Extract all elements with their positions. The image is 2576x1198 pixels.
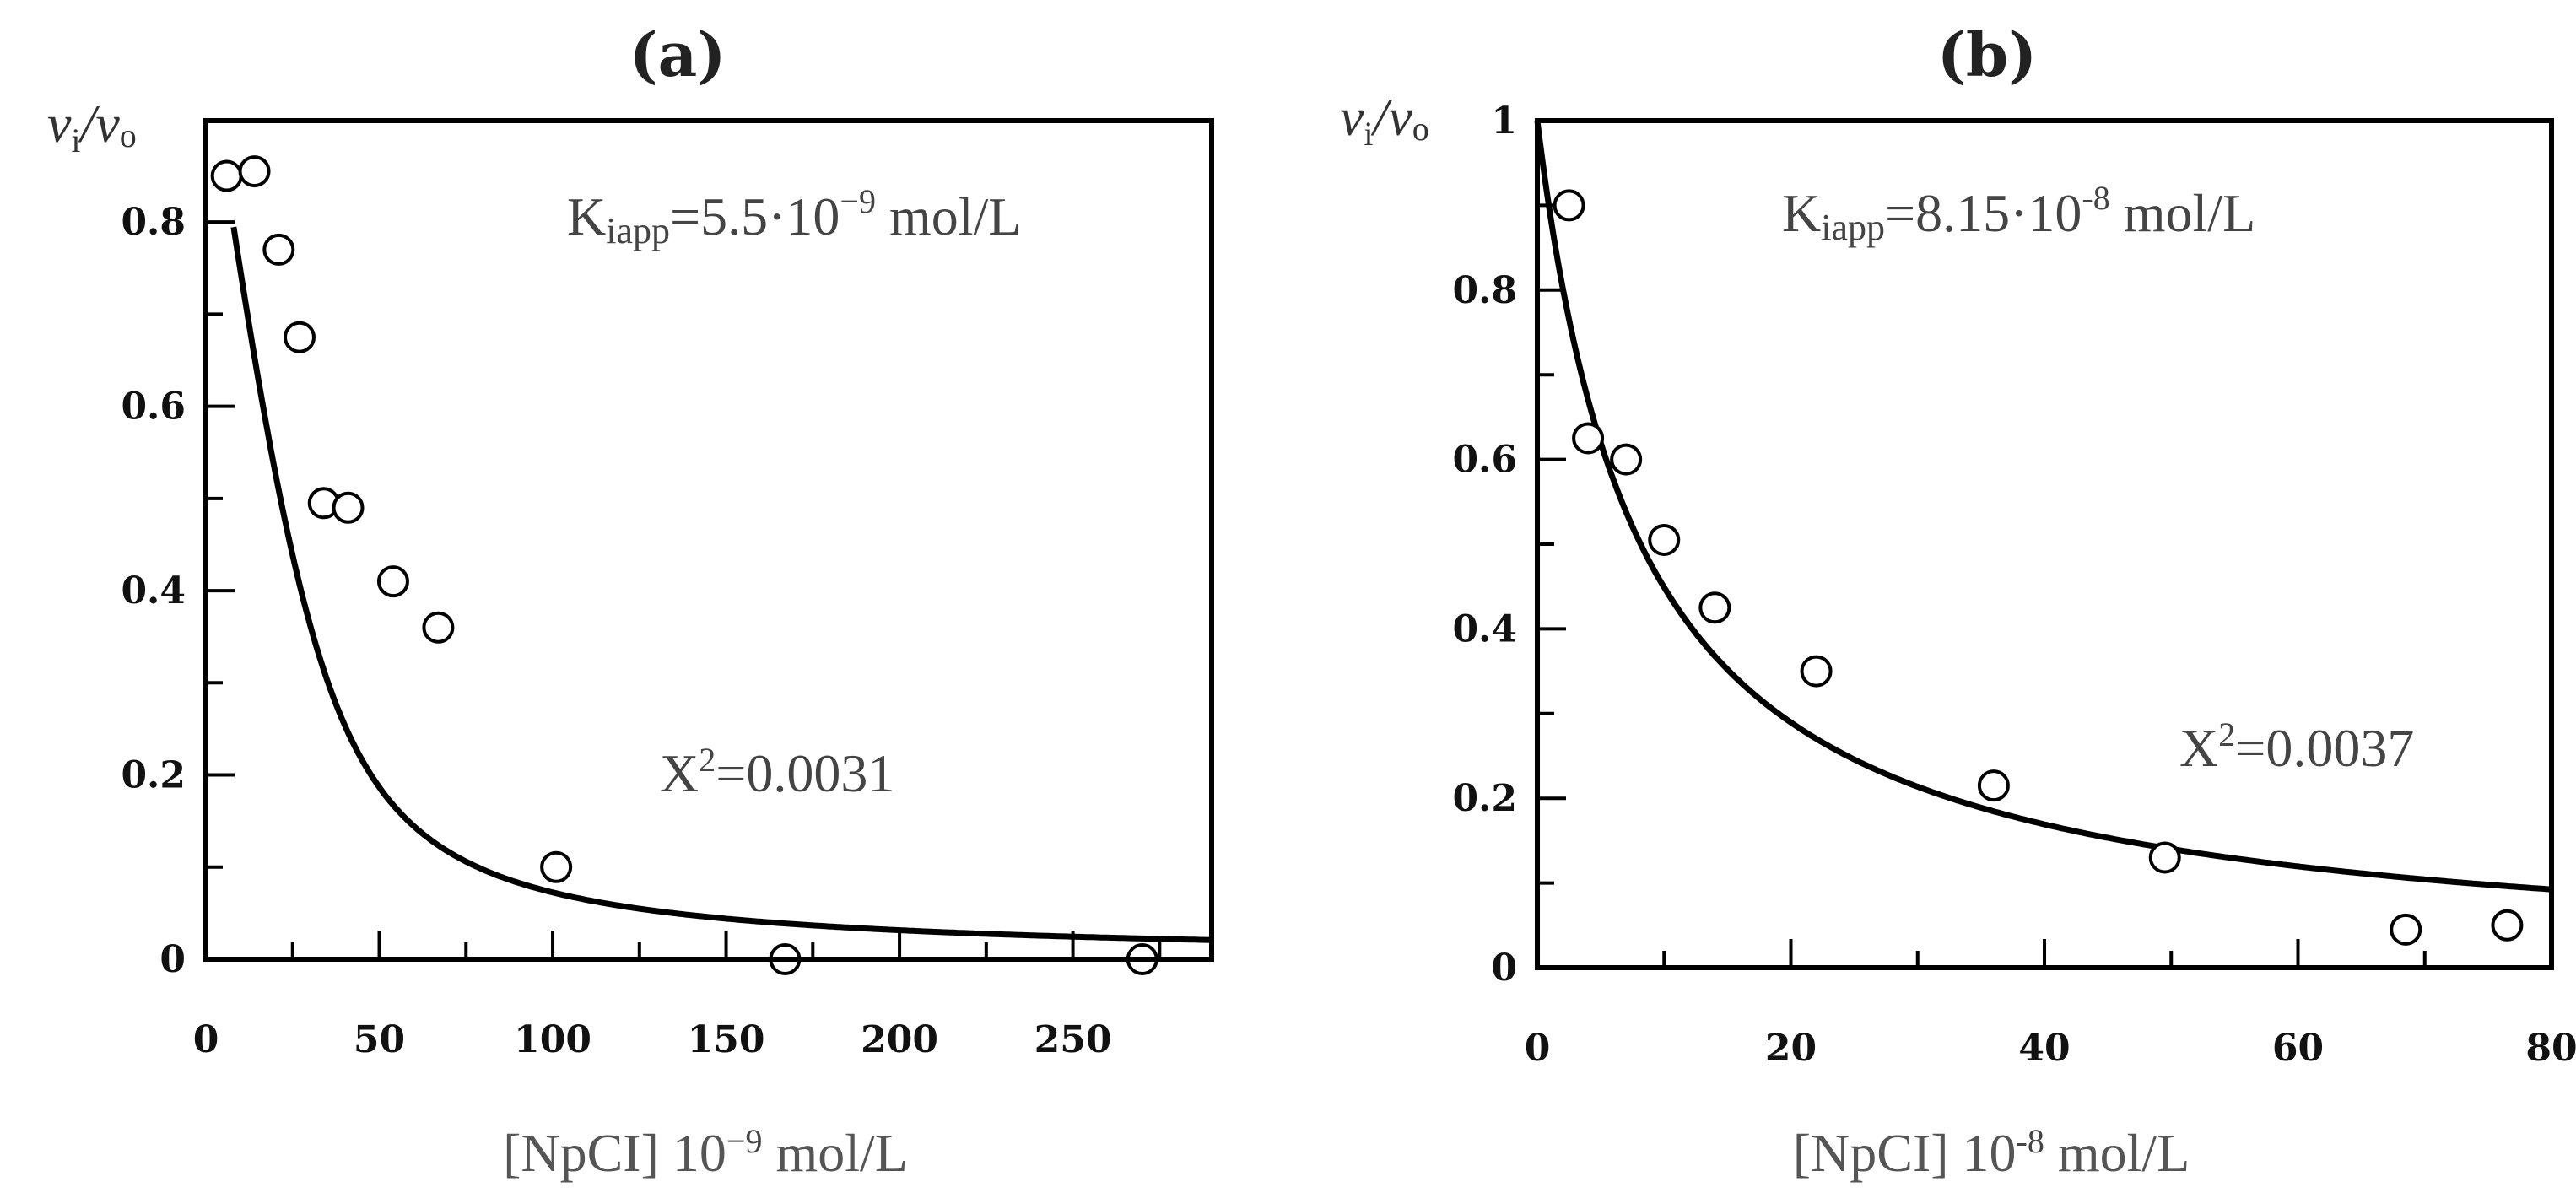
panel-b-data-point bbox=[1553, 189, 1585, 222]
panel-b-x-tick-label: 20 bbox=[1765, 1027, 1817, 1070]
panel-b-x-tick-label: 80 bbox=[2525, 1027, 2576, 1070]
panel-a-x-tick-label: 150 bbox=[688, 1018, 765, 1061]
panel-b-y-axis-label: vi/vo bbox=[1340, 87, 1429, 153]
panel-b-data-point bbox=[1572, 422, 1605, 455]
panel-b-data-point bbox=[1610, 443, 1643, 476]
panel-b-data-point bbox=[2491, 909, 2524, 942]
panel-a-data-point bbox=[376, 565, 409, 598]
panel-a-fit-curve bbox=[230, 226, 1212, 943]
panel-b-data-point bbox=[2390, 913, 2422, 946]
panel-a-data-point bbox=[283, 321, 316, 353]
panel-a-x-tick-label: 200 bbox=[861, 1018, 938, 1061]
panel-a-title: (a) bbox=[629, 19, 726, 90]
panel-a-x-tick-label: 50 bbox=[354, 1018, 405, 1061]
panel-b-x-tick-label: 0 bbox=[1525, 1027, 1551, 1070]
panel-b-y-tick-label: 0.8 bbox=[1452, 269, 1517, 312]
panel-a-data-point bbox=[332, 491, 365, 524]
panel-b-title: (b) bbox=[1937, 19, 2037, 90]
panel-a-y-tick-label: 0.6 bbox=[121, 386, 186, 429]
panel-b-y-tick-label: 0 bbox=[1491, 947, 1517, 990]
panel-a-data-point bbox=[210, 159, 243, 192]
panel-b-x-tick-label: 40 bbox=[2018, 1027, 2070, 1070]
panel-a-data-point bbox=[422, 611, 455, 644]
panel-a-y-tick-label: 0 bbox=[159, 938, 186, 981]
panel-a-y-tick-label: 0.8 bbox=[121, 201, 186, 244]
panel-b: (b) vi/vo 0 0.2 0.4 0.6 0.8 1 0 20 40 60 80 [NpCI… bbox=[1340, 19, 2576, 1183]
panel-b-kiapp-annotation: Kiapp=8.15·10-8 mol/L bbox=[1782, 179, 2255, 248]
panel-a-y-axis-label: vi/vo bbox=[47, 94, 137, 159]
panel-a-y-tick-label: 0.2 bbox=[121, 754, 186, 797]
panel-b-data-point bbox=[1800, 655, 1833, 688]
panel-b-plot-frame bbox=[1535, 118, 2554, 970]
panel-b-chi-square-annotation: X2=0.0037 bbox=[2179, 715, 2414, 778]
panel-a-plot-frame bbox=[203, 118, 1214, 962]
panel-a-chi-square-annotation: X2=0.0031 bbox=[660, 741, 894, 803]
panel-b-data-point bbox=[1977, 769, 2010, 802]
panel-a-data-point bbox=[238, 155, 271, 188]
panel-a-data-point bbox=[262, 233, 295, 266]
panel-b-x-axis-label: [NpCI] 10-8 mol/L bbox=[1793, 1122, 2190, 1183]
panel-b-x-tick-label: 60 bbox=[2272, 1027, 2324, 1070]
panel-b-data-point bbox=[1698, 591, 1731, 624]
panel-a-kiapp-annotation: Kiapp=5.5·10−9 mol/L bbox=[567, 182, 1021, 251]
panel-a-y-tick-label: 0.4 bbox=[121, 569, 186, 612]
panel-b-y-tick-label: 0.6 bbox=[1452, 439, 1517, 482]
panel-b-y-tick-label: 0.4 bbox=[1452, 607, 1517, 650]
panel-a-x-tick-label: 100 bbox=[514, 1018, 591, 1061]
panel-b-data-point bbox=[2148, 841, 2181, 874]
panel-b-fit-curve bbox=[1534, 120, 2552, 893]
panel-a: (a) vi/vo 00.20.40.60.8 0 50 100 150 200 250 … bbox=[47, 19, 1214, 1183]
panel-b-y-tick-label: 0.2 bbox=[1452, 777, 1517, 820]
panel-a-data-point bbox=[540, 850, 573, 883]
panel-a-x-axis-label: [NpCI] 10−9 mol/L bbox=[503, 1122, 908, 1183]
panel-a-x-tick-label: 250 bbox=[1034, 1018, 1112, 1061]
panel-a-x-tick-label: 0 bbox=[193, 1018, 219, 1061]
panel-b-y-tick-label: 1 bbox=[1491, 100, 1517, 143]
panel-b-data-point bbox=[1648, 523, 1681, 556]
